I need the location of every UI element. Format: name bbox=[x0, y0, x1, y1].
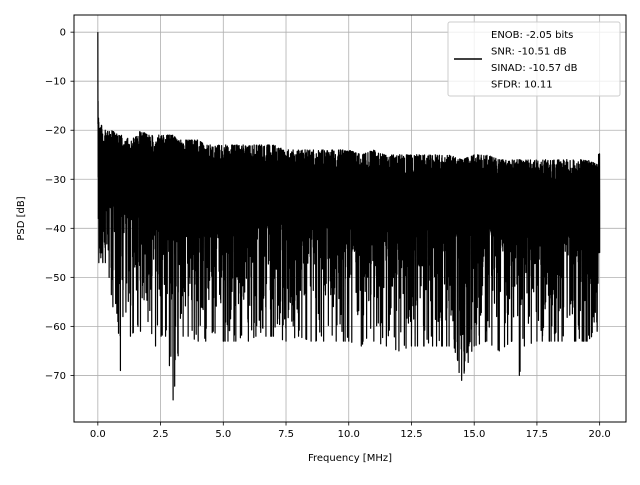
legend-enob: ENOB: -2.05 bits bbox=[491, 30, 573, 41]
x-tick-label: 0.0 bbox=[90, 429, 106, 440]
x-tick-label: 5.0 bbox=[215, 429, 231, 440]
x-tick-label: 2.5 bbox=[153, 429, 169, 440]
y-tick-label: 0 bbox=[60, 28, 66, 39]
x-tick-label: 15.0 bbox=[463, 429, 485, 440]
y-tick-label: −60 bbox=[45, 322, 66, 333]
y-axis-label: PSD [dB] bbox=[16, 196, 27, 240]
y-tick-label: −40 bbox=[45, 224, 66, 235]
plot-area-frame bbox=[73, 14, 627, 423]
legend-snr: SNR: -10.51 dB bbox=[491, 47, 567, 58]
x-tick-label: 7.5 bbox=[278, 429, 294, 440]
y-tick-label: −30 bbox=[45, 175, 66, 186]
legend: ENOB: -2.05 bits SNR: -10.51 dB SINAD: -… bbox=[447, 21, 621, 97]
y-tick-label: −10 bbox=[45, 77, 66, 88]
x-tick-label: 12.5 bbox=[400, 429, 422, 440]
x-tick-label: 20.0 bbox=[589, 429, 611, 440]
x-tick-label: 10.0 bbox=[338, 429, 360, 440]
y-tick-label: −70 bbox=[45, 371, 66, 382]
x-axis-label: Frequency [MHz] bbox=[308, 453, 392, 464]
legend-sfdr: SFDR: 10.11 bbox=[491, 80, 553, 91]
legend-box bbox=[447, 21, 621, 97]
axis-ticks: 0.0 2.5 5.0 7.5 10.0 12.5 15.0 17.5 20.0 0 −10 −20 −… bbox=[45, 28, 611, 440]
plot-data bbox=[97, 32, 601, 401]
legend-sinad: SINAD: -10.57 dB bbox=[491, 63, 578, 74]
psd-series-line bbox=[97, 32, 601, 401]
y-tick-label: −20 bbox=[45, 126, 66, 137]
x-tick-label: 17.5 bbox=[526, 429, 548, 440]
y-tick-label: −50 bbox=[45, 273, 66, 284]
